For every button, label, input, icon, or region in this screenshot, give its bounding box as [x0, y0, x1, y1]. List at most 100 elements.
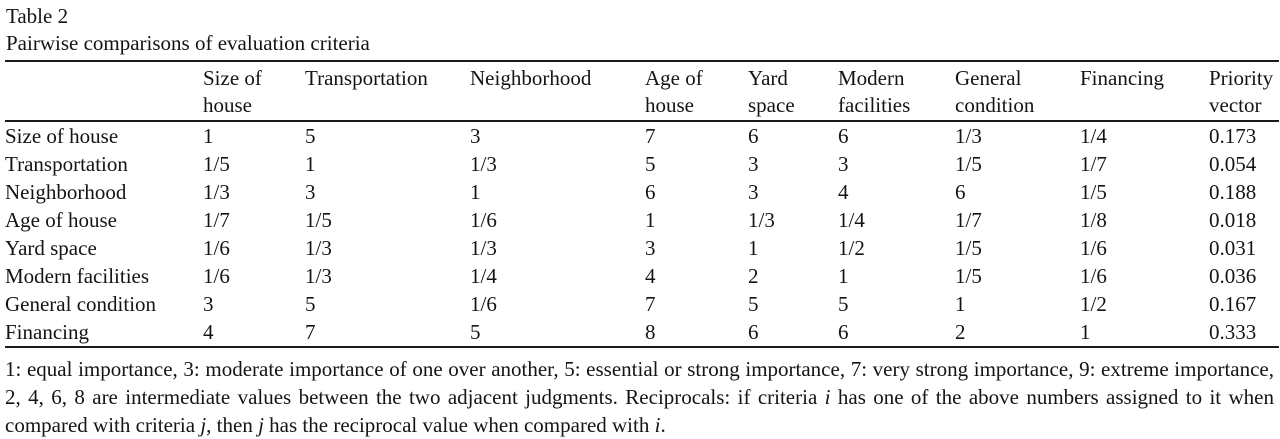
matrix-cell: 1/5	[955, 236, 982, 260]
matrix-cell: 1	[470, 180, 481, 204]
footnote-text-segment: 1: equal importance, 3: moderate importa…	[5, 357, 1274, 409]
col-header-line: vector	[1209, 93, 1262, 117]
row-label: Age of house	[5, 208, 117, 232]
matrix-cell: 1/3	[955, 124, 982, 148]
footnote-text-segment: .	[660, 413, 666, 437]
matrix-cell: 6	[748, 124, 759, 148]
matrix-cell: 1/3	[305, 264, 332, 288]
table-row-age-of-house: Age of house 1/7 1/5 1/6 1 1/3 1/4 1/7 1…	[5, 206, 1279, 234]
col-header-yard-space: Yard space	[748, 61, 838, 122]
footnote-text-segment: has the reciprocal value when compared w…	[263, 413, 655, 437]
matrix-cell: 5	[305, 124, 316, 148]
col-header-line: house	[203, 93, 252, 117]
row-label: Size of house	[5, 124, 119, 148]
footnote-text-segment: , then	[206, 413, 259, 437]
matrix-cell: 1/7	[1080, 152, 1107, 176]
matrix-cell: 1/6	[1080, 236, 1107, 260]
header-row: Size of house Transportation Neighborhood…	[5, 61, 1279, 122]
footnote-italic-var-i: i	[654, 413, 661, 437]
row-label: Neighborhood	[5, 180, 127, 204]
matrix-cell: 1/4	[470, 264, 497, 288]
matrix-cell: 6	[838, 318, 955, 348]
footnote-italic-var-i: i	[824, 385, 831, 409]
matrix-cell: 1/3	[470, 236, 497, 260]
priority-vector-cell: 0.188	[1209, 180, 1257, 204]
matrix-cell: 1/5	[955, 264, 982, 288]
table-row-yard-space: Yard space 1/6 1/3 1/3 3 1 1/2 1/5 1/6 0…	[5, 234, 1279, 262]
matrix-cell: 1/3	[203, 180, 230, 204]
col-header-priority-vector: Priority vector	[1209, 61, 1279, 122]
matrix-cell: 3	[203, 292, 214, 316]
matrix-cell: 3	[645, 236, 656, 260]
matrix-cell: 1/4	[1080, 124, 1107, 148]
matrix-cell: 3	[748, 152, 759, 176]
footnote-text-segment: has one of the above numbers assigned to…	[5, 385, 1274, 437]
footnote-italic-var-j: j	[258, 413, 264, 437]
col-header-line: Transportation	[305, 66, 428, 90]
matrix-cell: 5	[645, 152, 656, 176]
matrix-cell: 1	[838, 264, 849, 288]
matrix-cell: 7	[645, 124, 656, 148]
col-header-line: house	[645, 93, 694, 117]
col-header-general-condition: General condition	[955, 61, 1080, 122]
matrix-cell: 5	[305, 292, 316, 316]
row-label: Transportation	[5, 152, 128, 176]
matrix-cell: 3	[748, 180, 759, 204]
matrix-cell: 5	[838, 292, 849, 316]
matrix-cell: 1/6	[203, 236, 230, 260]
matrix-cell: 1/2	[1080, 292, 1107, 316]
matrix-cell: 3	[470, 124, 481, 148]
col-header-financing: Financing	[1080, 61, 1209, 122]
matrix-cell: 2	[748, 264, 759, 288]
matrix-cell: 1/8	[1080, 208, 1107, 232]
matrix-cell: 1/5	[203, 152, 230, 176]
matrix-cell: 1/5	[955, 152, 982, 176]
matrix-cell: 5	[470, 318, 645, 348]
col-header-line: General	[955, 66, 1022, 90]
matrix-cell: 1	[748, 236, 759, 260]
col-header-line: Modern	[838, 66, 905, 90]
pairwise-comparison-table: Size of house Transportation Neighborhood…	[5, 60, 1279, 348]
matrix-cell: 8	[645, 318, 748, 348]
priority-vector-cell: 0.173	[1209, 124, 1257, 148]
priority-vector-cell: 0.036	[1209, 264, 1257, 288]
col-header-line: Size of	[203, 66, 262, 90]
matrix-cell: 6	[838, 124, 849, 148]
col-header-line: Age of	[645, 66, 703, 90]
matrix-cell: 1/7	[955, 208, 982, 232]
matrix-cell: 1/2	[838, 236, 865, 260]
matrix-cell: 1	[1080, 318, 1209, 348]
matrix-cell: 1/3	[748, 208, 775, 232]
priority-vector-cell: 0.018	[1209, 208, 1257, 232]
col-header-neighborhood: Neighborhood	[470, 61, 645, 122]
col-header-line: space	[748, 93, 795, 117]
row-label: Modern facilities	[5, 264, 150, 288]
table-caption-title: Pairwise comparisons of evaluation crite…	[6, 31, 370, 55]
matrix-cell: 7	[305, 318, 470, 348]
matrix-cell: 2	[955, 318, 1080, 348]
table-row-neighborhood: Neighborhood 1/3 3 1 6 3 4 6 1/5 0.188	[5, 178, 1279, 206]
table-row-general-condition: General condition 3 5 1/6 7 5 5 1 1/2 0.…	[5, 290, 1279, 318]
priority-vector-cell: 0.054	[1209, 152, 1257, 176]
col-header-size-of-house: Size of house	[203, 61, 305, 122]
matrix-cell: 1/4	[838, 208, 865, 232]
col-header-line: Neighborhood	[470, 66, 592, 90]
row-label: Yard space	[5, 236, 97, 260]
matrix-cell: 6	[955, 180, 966, 204]
priority-vector-cell: 0.167	[1209, 292, 1257, 316]
table-row-financing: Financing 4 7 5 8 6 6 2 1 0.333	[5, 318, 1279, 348]
row-label: General condition	[5, 292, 157, 316]
row-label-header-empty	[5, 61, 203, 122]
col-header-line: Yard	[748, 66, 788, 90]
col-header-transportation: Transportation	[305, 61, 470, 122]
matrix-cell: 4	[203, 318, 305, 348]
col-header-line: Priority	[1209, 66, 1274, 90]
col-header-line: facilities	[838, 93, 911, 117]
matrix-cell: 1/5	[1080, 180, 1107, 204]
matrix-cell: 1/5	[305, 208, 332, 232]
matrix-cell: 1	[645, 208, 656, 232]
matrix-cell: 6	[645, 180, 656, 204]
col-header-modern-facilities: Modern facilities	[838, 61, 955, 122]
matrix-cell: 7	[645, 292, 656, 316]
